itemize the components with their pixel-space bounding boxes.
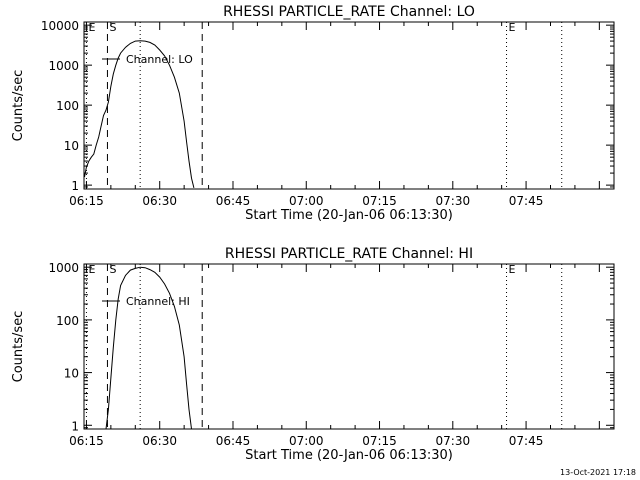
data-series-line xyxy=(105,266,192,429)
y-tick-label: 10 xyxy=(64,139,79,153)
footer-timestamp: 13-Oct-2021 17:18 xyxy=(560,468,636,477)
y-tick-label: 1000 xyxy=(48,59,79,73)
time-marker-label: E xyxy=(509,263,516,276)
x-tick-label: 07:00 xyxy=(289,434,324,448)
y-axis-label: Counts/sec xyxy=(11,311,26,383)
x-tick-label: 07:15 xyxy=(362,434,397,448)
x-tick-label: 07:45 xyxy=(509,434,544,448)
y-tick-label: 100 xyxy=(56,314,79,328)
y-tick-label: 100 xyxy=(56,99,79,113)
legend-label: Channel: HI xyxy=(126,295,190,308)
x-tick-label: 06:45 xyxy=(216,194,251,208)
time-marker-label: E xyxy=(88,263,95,276)
y-tick-label: 10000 xyxy=(41,19,79,33)
plot-frame xyxy=(83,263,615,430)
time-marker-label: E xyxy=(88,21,95,34)
y-tick-label: 1 xyxy=(71,419,79,433)
x-axis-label: Start Time (20-Jan-06 06:13:30) xyxy=(245,208,453,223)
time-marker-label: S xyxy=(109,21,116,34)
chart-panel-hi: RHESSI PARTICLE_RATE Channel: HI 06:15 06:… xyxy=(11,246,615,463)
x-tick-label: 06:30 xyxy=(142,434,177,448)
x-tick-label: 07:00 xyxy=(289,194,324,208)
x-tick-label: 07:30 xyxy=(436,194,471,208)
x-tick-label: 06:45 xyxy=(216,434,251,448)
legend-label: Channel: LO xyxy=(126,53,193,66)
y-tick-label: 1 xyxy=(71,179,79,193)
time-marker-label: S xyxy=(109,263,116,276)
chart-title: RHESSI PARTICLE_RATE Channel: HI xyxy=(225,246,473,262)
time-marker-label: E xyxy=(509,21,516,34)
x-tick-label: 07:15 xyxy=(362,194,397,208)
x-tick-label: 06:15 xyxy=(69,434,104,448)
y-tick-label: 1000 xyxy=(48,261,79,275)
x-tick-label: 07:45 xyxy=(509,194,544,208)
data-series-line xyxy=(84,40,195,189)
y-tick-label: 10 xyxy=(64,367,79,381)
x-axis-label: Start Time (20-Jan-06 06:13:30) xyxy=(245,448,453,463)
x-tick-label: 07:30 xyxy=(436,434,471,448)
chart-title: RHESSI PARTICLE_RATE Channel: LO xyxy=(223,4,475,20)
x-tick-label: 06:30 xyxy=(142,194,177,208)
chart-panel-lo: RHESSI PARTICLE_RATE Channel: LO 06:15 06:… xyxy=(11,4,615,223)
y-axis-label: Counts/sec xyxy=(11,70,26,142)
x-tick-label: 06:15 xyxy=(69,194,104,208)
